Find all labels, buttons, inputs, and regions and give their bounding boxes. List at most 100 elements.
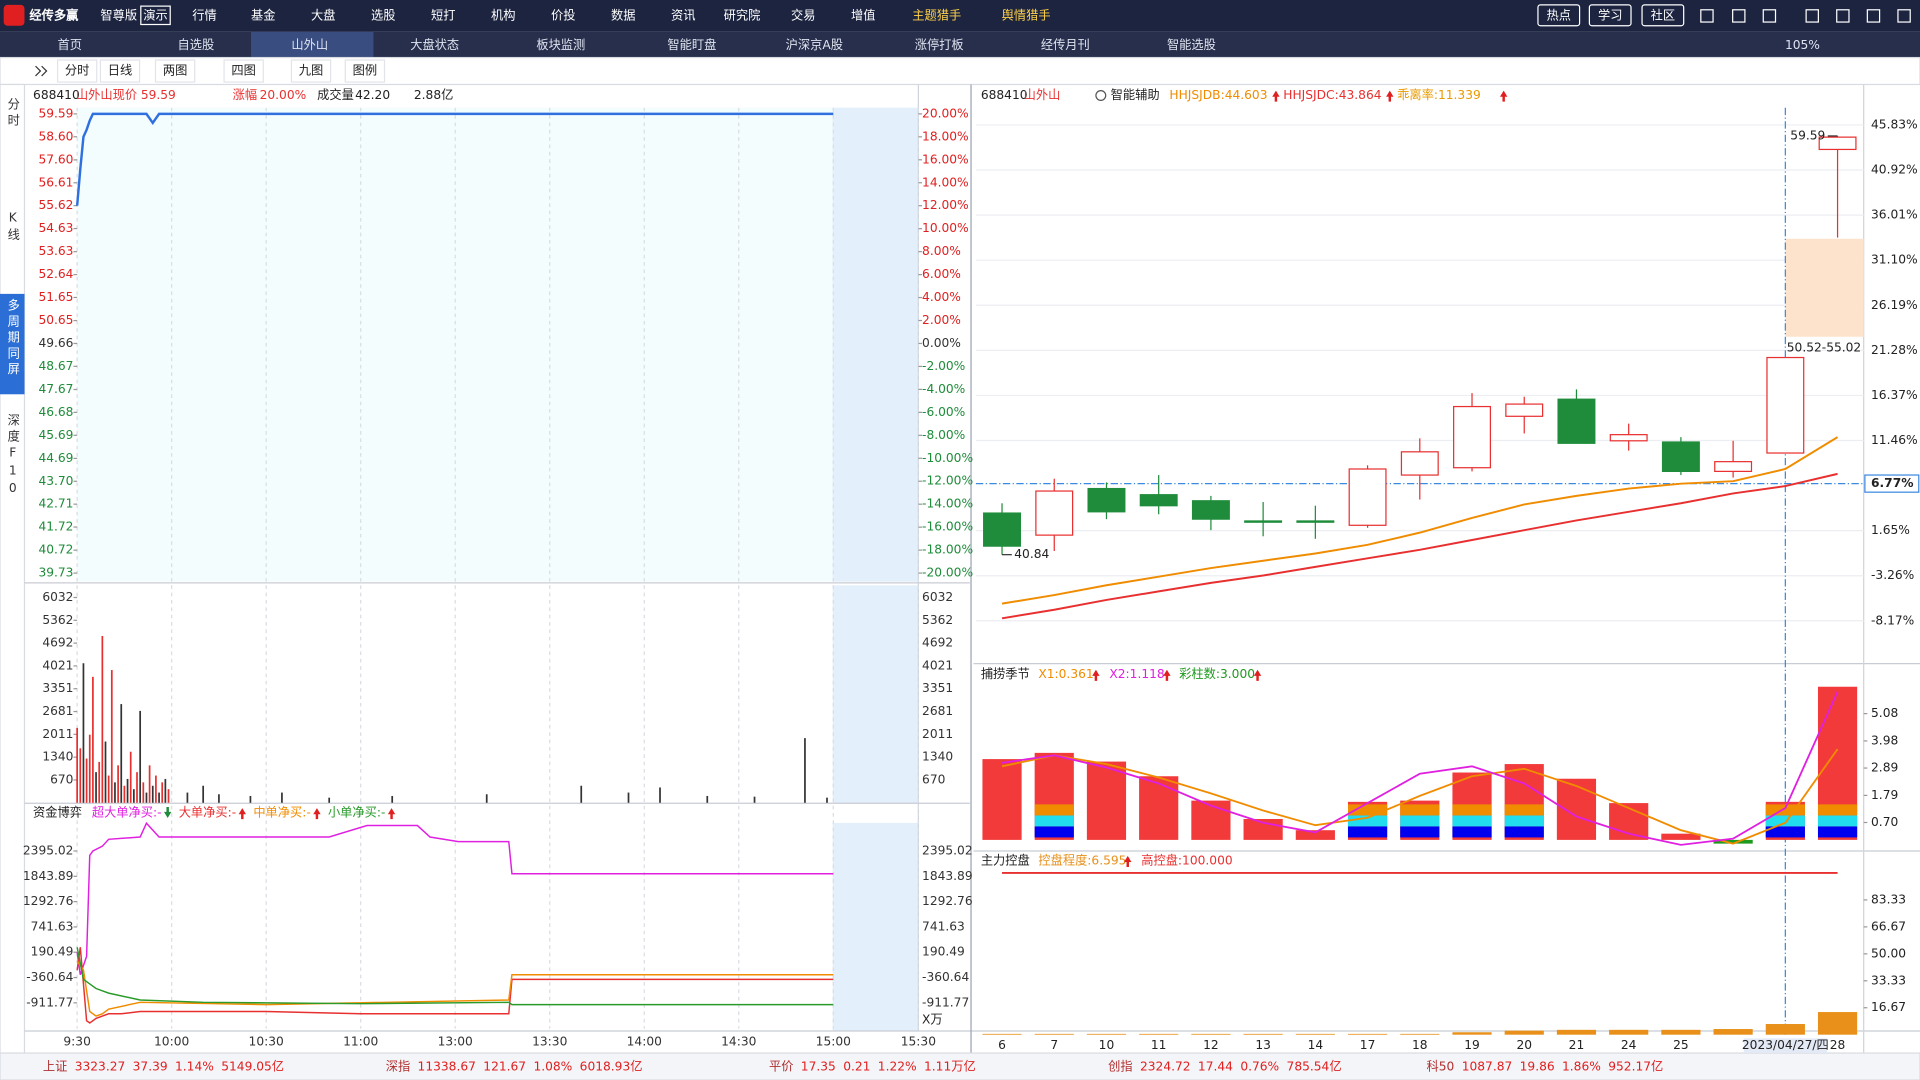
tab[interactable]: 涨停打板 [915,37,964,52]
y-tick-label: 1843.89 [23,869,74,883]
menu-item[interactable]: 增值 [851,7,875,22]
y2-tick-label: 2.00% [922,313,961,327]
x-tick-label: 7 [1050,1038,1058,1052]
assist[interactable]: 智能辅助 [1111,87,1160,102]
color-column [1817,815,1858,827]
y-tick-label: 16.37% [1871,388,1918,402]
y-tick-label: 1.65% [1871,523,1910,537]
tab[interactable]: 板块监测 [536,38,585,52]
legend-item: 高控盘:100.000 [1141,852,1232,867]
menu-item[interactable]: 数据 [611,7,635,22]
y-tick-label: 55.62 [38,198,73,212]
y2-tick-label: 16.00% [922,152,969,166]
status-change: 19.86 [1520,1059,1555,1073]
status-price: 2324.72 [1140,1059,1191,1073]
sidebar-item[interactable]: 分时 [6,98,20,130]
menu-button[interactable]: 学习 [1598,7,1622,22]
quote-volume-label: 成交量 [317,87,354,102]
menu-item[interactable]: 舆情猎手 [1002,7,1051,22]
tab[interactable]: 智能选股 [1167,37,1216,52]
after-close-area [832,822,919,1032]
color-column [1347,804,1388,816]
window-icon[interactable] [1805,9,1819,23]
tab[interactable]: 智能盯盘 [667,37,716,52]
menu-item[interactable]: 资讯 [671,8,695,22]
candle-body [1400,451,1439,476]
high-label: 59.59 [1790,128,1825,142]
tool-button[interactable]: 日线 [108,64,132,78]
window-icon[interactable] [1836,9,1850,23]
legend-item: 彩柱数:3.000 [1179,666,1255,681]
window-icon[interactable] [1762,9,1777,23]
tab[interactable]: 首页 [58,38,82,52]
volume-bar [110,670,113,803]
moving-average [1001,472,1838,620]
tab[interactable]: 自选股 [178,38,215,52]
y-tick-label: -8.17% [1871,613,1914,627]
volume-bar [92,676,94,803]
tool-button[interactable]: 九图 [299,64,323,78]
control-bar [1713,1029,1753,1035]
sidebar-item[interactable]: 多周期同屏 [6,299,20,379]
legend-item: X2:1.118 [1109,667,1164,681]
y2-tick-label: 1340 [922,750,953,764]
y-tick-label: 45.69 [38,428,73,442]
y2-tick-label: 18.00% [922,129,969,143]
volume-bar [249,795,252,803]
flow-line [76,947,834,1006]
window-icon[interactable] [1866,9,1881,23]
control-bar [1295,1033,1335,1035]
window-icon[interactable] [1732,9,1746,23]
y-tick-label: 33.33 [1871,973,1906,987]
tool-button-box [56,59,98,83]
y-tick-label: 44.69 [38,451,73,465]
candle-body [1139,494,1178,507]
sidebar-item[interactable]: 深度F10 [6,414,20,499]
volume-bar [114,782,116,803]
menu-button[interactable]: 热点 [1547,8,1571,22]
volume-bar [826,797,828,803]
volume-bar [706,795,709,803]
volume-bar [627,792,630,803]
menu-item[interactable]: 大盘 [311,7,335,22]
tab[interactable]: 大盘状态 [410,37,459,52]
y-tick-label: 31.10% [1871,253,1918,267]
x-tick-label: 14 [1308,1038,1324,1052]
color-column [1034,804,1074,816]
tool-button[interactable]: 分时 [65,64,89,78]
x-tick-label: 13:30 [532,1035,567,1049]
legend-item: HHJSJDB:44.603 [1169,88,1267,102]
sidebar-item[interactable]: K线 [6,211,20,245]
y2-tick-label: 4021 [922,658,953,672]
y-tick-label: 2681 [42,704,73,718]
menu-item[interactable]: 机构 [491,7,515,22]
y-tick-label: 57.60 [38,152,73,166]
tab[interactable]: 沪深京A股 [786,38,843,52]
tool-button[interactable]: 图例 [353,64,377,78]
legend-item: 小单净买:- [328,806,385,820]
status-change: 37.39 [133,1059,168,1073]
quote-price: 59.59 [141,88,176,102]
color-column [1765,815,1805,827]
indicator-bar [1295,830,1335,840]
tab[interactable]: 经传月刊 [1041,37,1090,52]
menu-item[interactable]: 行情 [192,8,216,22]
flow-line [76,960,834,1017]
menu-button[interactable]: 社区 [1651,7,1675,22]
menu-item[interactable]: 基金 [251,7,275,22]
menu-item[interactable]: 交易 [791,7,815,22]
tool-button[interactable]: 四图 [231,64,255,78]
tool-button[interactable]: 两图 [163,64,187,78]
y2-tick-label: 741.63 [922,919,965,933]
menu-item[interactable]: 价投 [551,7,575,22]
window-icon[interactable] [1897,9,1911,23]
menu-item[interactable]: 选股 [371,8,395,22]
window-icon[interactable] [1700,9,1714,23]
menu-item[interactable]: 短打 [431,8,455,22]
control-bar [1817,1012,1858,1035]
price-line [75,112,834,206]
quote-change: 20.00% [260,88,307,102]
tab[interactable]: 山外山 [291,38,328,52]
menu-item[interactable]: 研究院 [724,7,761,22]
menu-item[interactable]: 主题猎手 [912,8,961,22]
